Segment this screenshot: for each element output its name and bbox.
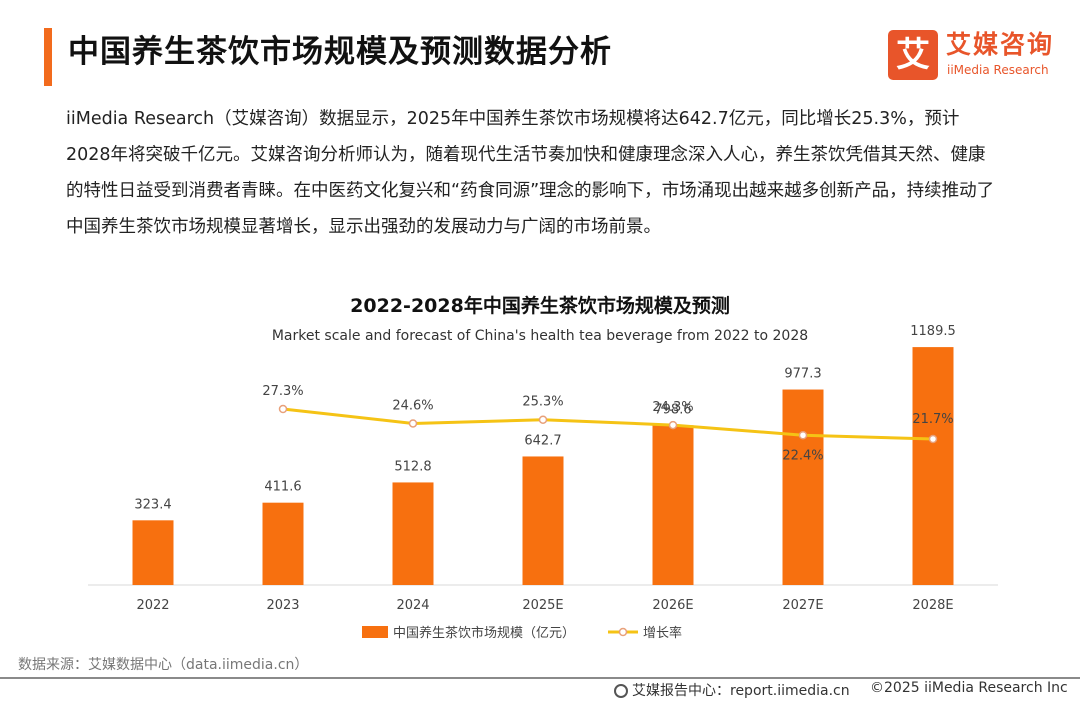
growth-label-2023: 27.3% (262, 384, 303, 399)
page-title: 中国养生茶饮市场规模及预测数据分析 (68, 34, 612, 70)
bar-label-2025E: 642.7 (524, 433, 561, 448)
x-tick-2022: 2022 (136, 598, 169, 613)
footer-copyright: ©2025 iiMedia Research Inc (870, 680, 1068, 696)
growth-label-2028E: 21.7% (912, 412, 953, 427)
bar-2025E (522, 456, 564, 585)
logo-mark: 艾 (888, 30, 938, 80)
chart-title: 2022-2028年中国养生茶饮市场规模及预测 (350, 295, 730, 317)
growth-rate-line (282, 407, 934, 441)
bar-label-2023: 411.6 (264, 480, 301, 495)
growth-label-2024: 24.6% (392, 398, 433, 413)
growth-label-2026E: 24.3% (652, 400, 693, 415)
legend-bar-label: 中国养生茶饮市场规模（亿元） (393, 625, 575, 641)
bar-2023 (262, 502, 304, 585)
legend-bar-swatch (362, 626, 388, 638)
bar-2026E (652, 425, 694, 585)
growth-point-2025E (538, 415, 548, 424)
footer-divider (0, 677, 1080, 679)
growth-label-2025E: 25.3% (522, 395, 563, 410)
legend-line-label: 增长率 (643, 625, 682, 641)
x-tick-2023: 2023 (266, 598, 299, 613)
growth-point-2023 (278, 404, 288, 414)
x-tick-2025E: 2025E (522, 598, 563, 613)
iimedia-logo: 艾 艾媒咨询 iiMedia Research (888, 30, 1063, 80)
globe-icon (614, 684, 628, 698)
x-tick-2027E: 2027E (782, 598, 823, 613)
bar-label-2024: 512.8 (394, 459, 431, 474)
growth-point-2028E (928, 434, 938, 444)
legend-line-marker (618, 627, 628, 637)
data-source: 数据来源：艾媒数据中心（data.iimedia.cn） (18, 657, 309, 673)
growth-point-2026E (668, 420, 678, 430)
intro-paragraph: iiMedia Research（艾媒咨询）数据显示，2025年中国养生茶饮市场… (66, 109, 995, 237)
bar-2027E (782, 389, 824, 585)
bar-label-2027E: 977.3 (784, 367, 821, 382)
logo-chinese-name: 艾媒咨询 (946, 30, 1055, 59)
bar-label-2026E: 798.6 (654, 402, 691, 417)
chart-subtitle: Market scale and forecast of China's hea… (271, 328, 809, 344)
growth-point-2024 (408, 419, 418, 428)
logo-english-name: iiMedia Research (947, 63, 1049, 77)
footer-report-center: 艾媒报告中心：report.iimedia.cn (614, 680, 850, 700)
x-tick-2024: 2024 (396, 598, 429, 613)
x-tick-2026E: 2026E (652, 598, 693, 613)
title-accent-bar (44, 28, 52, 86)
bar-2024 (392, 482, 434, 585)
bar-2028E (912, 347, 954, 585)
bar-label-2022: 323.4 (134, 497, 171, 512)
x-tick-2028E: 2028E (912, 598, 953, 613)
growth-point-2027E (798, 431, 808, 440)
growth-label-2027E: 22.4% (782, 448, 823, 463)
bar-2022 (132, 520, 174, 585)
bar-label-2028E: 1189.5 (910, 324, 956, 339)
footer-report-text: 艾媒报告中心：report.iimedia.cn (632, 683, 850, 699)
